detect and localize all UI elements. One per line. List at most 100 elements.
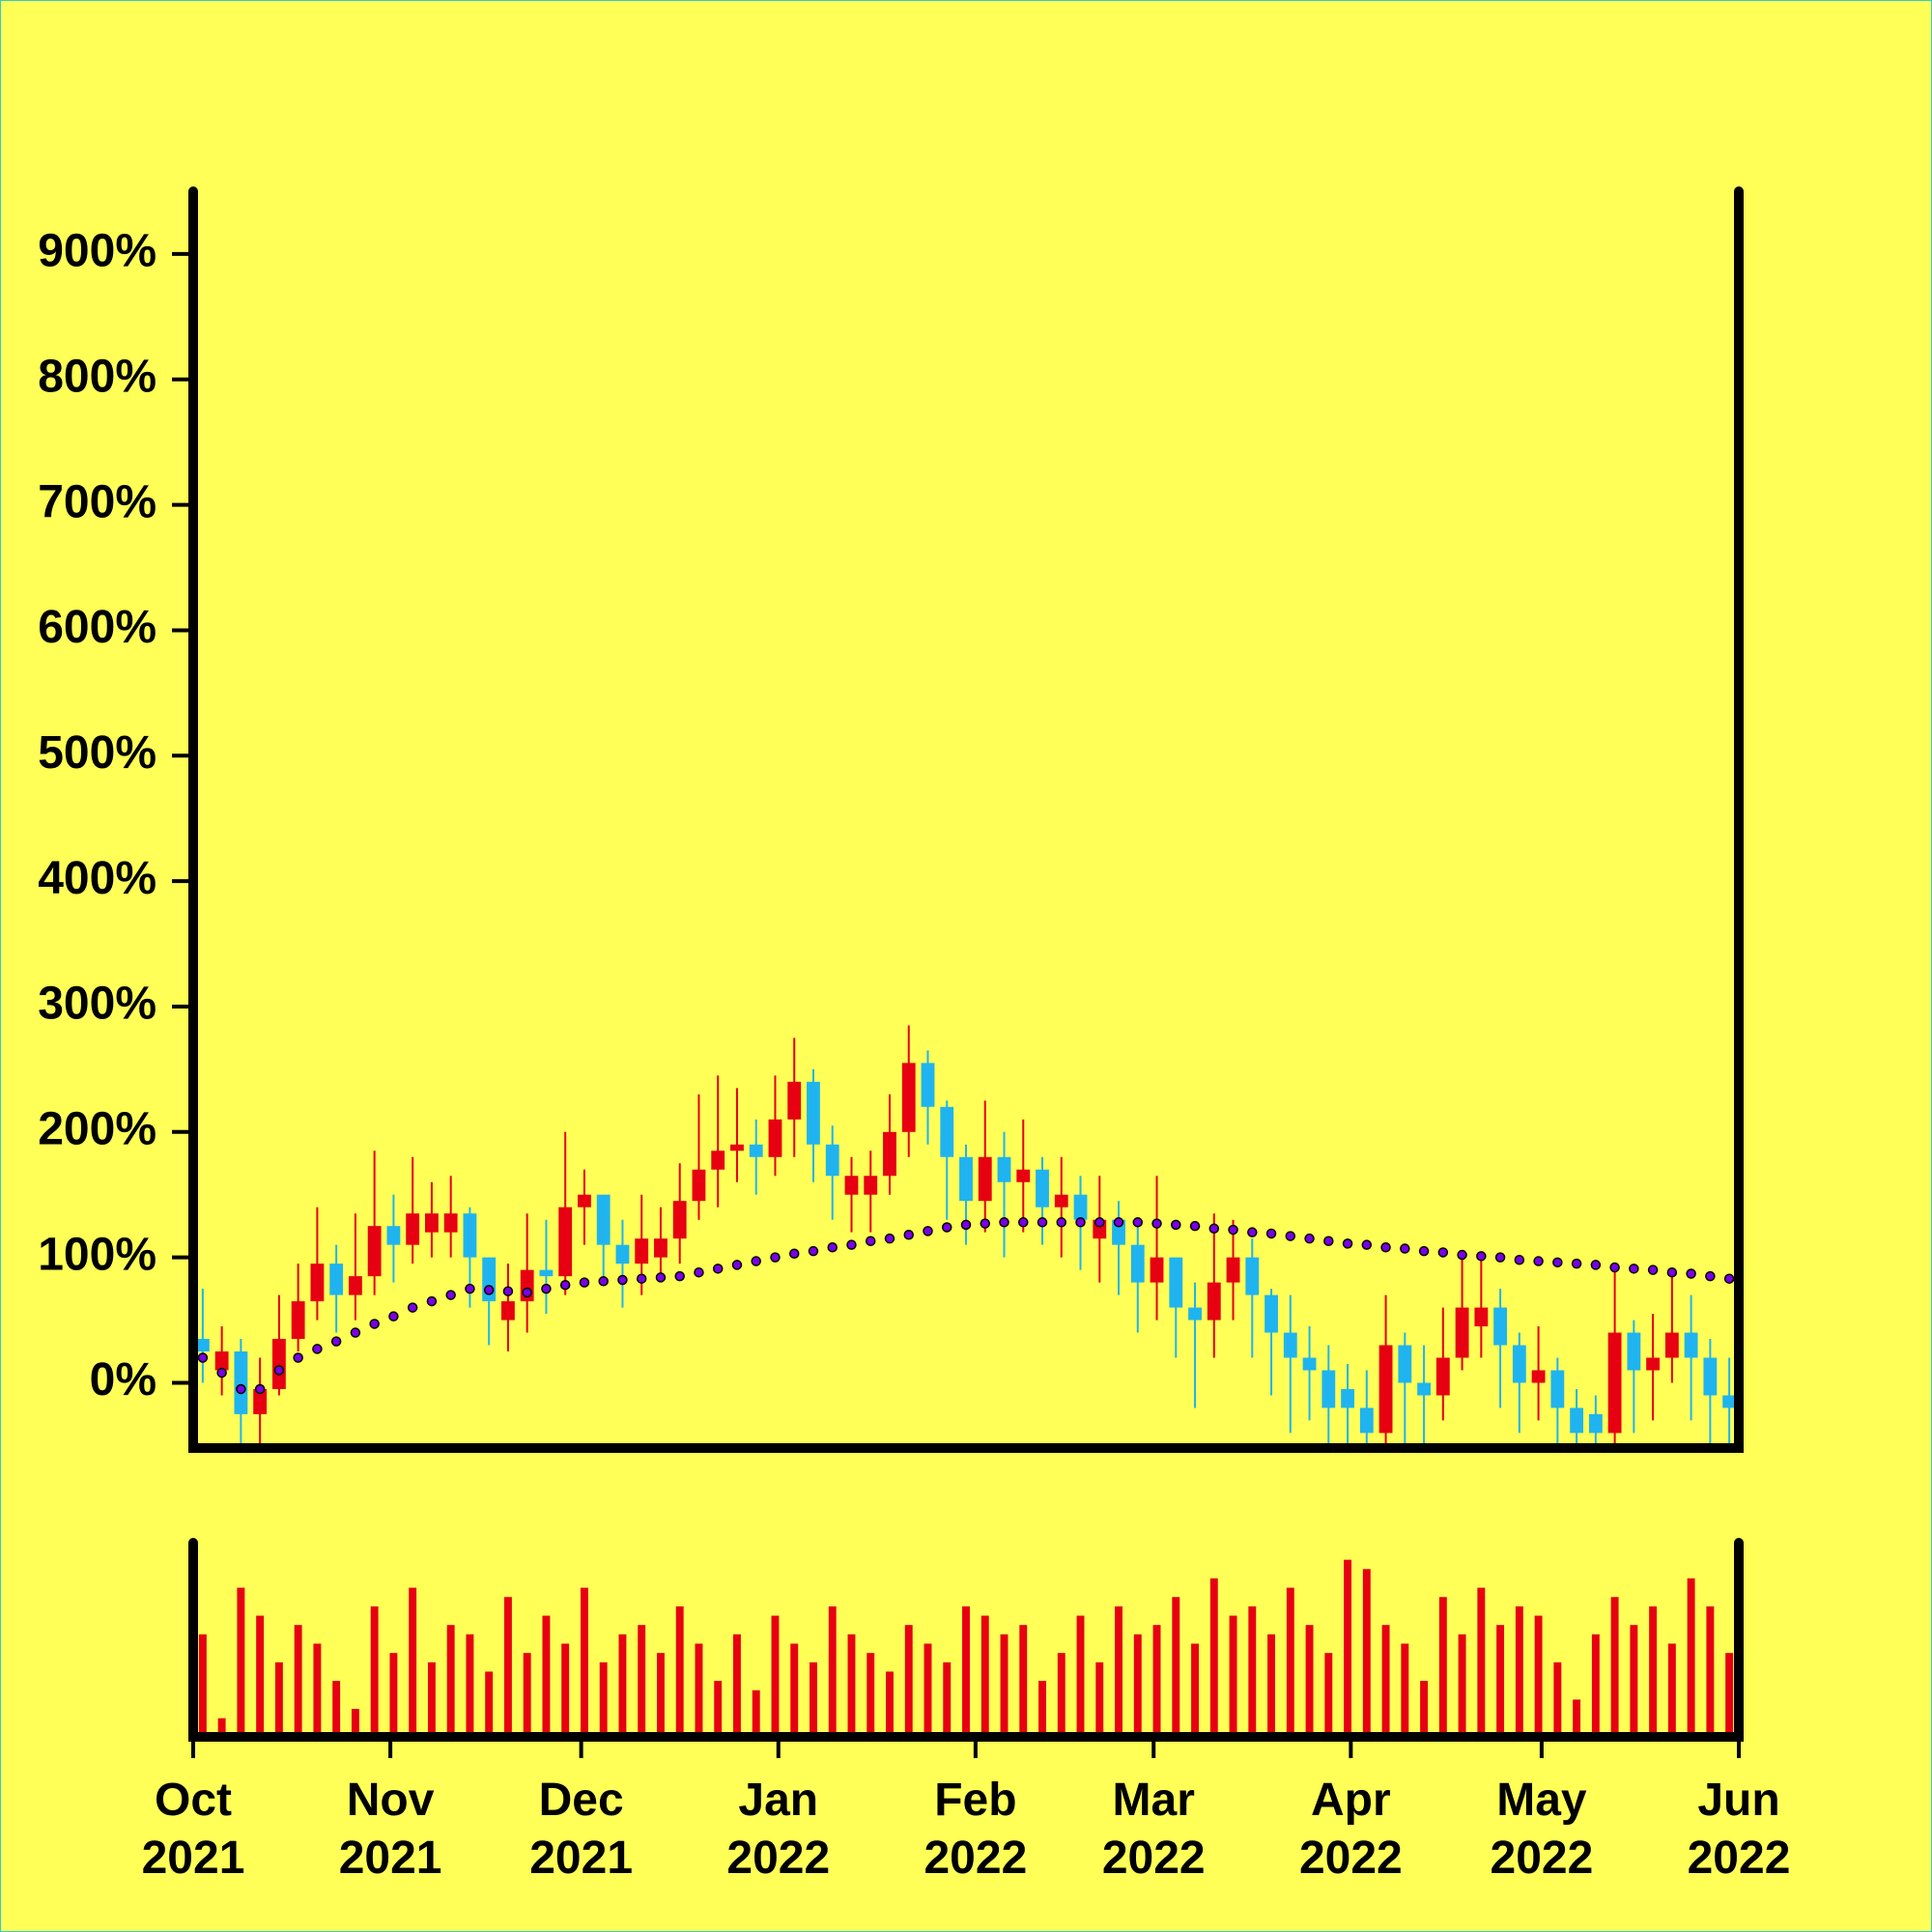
volume-bar — [580, 1587, 588, 1737]
volume-bar — [657, 1653, 665, 1737]
moving-average-dot — [999, 1217, 1009, 1228]
volume-bar — [810, 1662, 817, 1737]
moving-average-dot — [465, 1283, 475, 1294]
volume-bar — [752, 1690, 760, 1737]
axes-frame — [172, 186, 1744, 1758]
moving-average-dot — [1666, 1266, 1678, 1278]
volume-bar — [1229, 1615, 1237, 1737]
candle-body — [291, 1301, 305, 1340]
volume-bar — [1133, 1634, 1142, 1737]
volume-bar — [1496, 1625, 1505, 1737]
moving-average-dot — [1228, 1224, 1238, 1236]
moving-average-dot — [579, 1277, 590, 1288]
volume-bar — [962, 1605, 970, 1737]
x-tick-label-line: Oct — [155, 1775, 232, 1826]
volume-bar — [370, 1605, 379, 1737]
volume-bar — [523, 1653, 531, 1737]
moving-average-dot — [541, 1283, 552, 1294]
volume-bar — [294, 1625, 302, 1737]
candle-body — [1341, 1388, 1354, 1408]
candle-body — [1226, 1257, 1240, 1283]
candle-body — [1493, 1307, 1507, 1346]
moving-average-dot — [1056, 1217, 1067, 1228]
y-tick-label: 700% — [38, 476, 156, 527]
y-tick-label: 300% — [38, 979, 156, 1030]
candle-body — [1588, 1413, 1603, 1434]
candle-body — [539, 1269, 554, 1277]
moving-average-dot — [1018, 1217, 1029, 1228]
candle-body — [253, 1388, 268, 1414]
candle-body — [825, 1144, 839, 1177]
x-tick-label-line: 2022 — [1102, 1833, 1206, 1884]
y-tick-label: 400% — [38, 853, 156, 904]
volume-bar — [561, 1643, 570, 1737]
candle-body — [654, 1238, 668, 1258]
candle-body — [596, 1194, 611, 1245]
candle-body — [348, 1276, 362, 1295]
candle-body — [921, 1063, 935, 1107]
moving-average-dot — [808, 1245, 819, 1257]
volume-bar — [1115, 1605, 1122, 1737]
moving-average-dot — [388, 1311, 399, 1321]
x-tick-label-line: Nov — [347, 1775, 435, 1826]
moving-average-dot — [1514, 1254, 1525, 1265]
volume-bar — [714, 1681, 723, 1737]
x-tick-label: Apr 2022 — [1299, 1775, 1403, 1884]
candle-body — [1188, 1307, 1202, 1321]
moving-average-dot — [751, 1256, 761, 1266]
volume-bar — [1172, 1597, 1180, 1737]
volume-bar — [332, 1681, 341, 1737]
candle-body — [463, 1213, 477, 1258]
volume-bar — [675, 1605, 684, 1737]
moving-average-dot — [426, 1295, 438, 1307]
candle-body — [1550, 1370, 1565, 1408]
y-tick-label: 200% — [38, 1103, 156, 1154]
candle-body — [386, 1226, 401, 1245]
candle-body — [1531, 1370, 1546, 1383]
moving-average-dot — [636, 1273, 647, 1284]
candle-body — [672, 1201, 687, 1239]
candle-body — [195, 1339, 210, 1352]
candle-body — [1264, 1294, 1278, 1333]
moving-average-dot — [350, 1327, 361, 1338]
moving-average-dot — [770, 1252, 781, 1263]
moving-average-dot — [1285, 1231, 1296, 1241]
volume-bar — [1344, 1559, 1352, 1737]
volume-bar — [1591, 1634, 1600, 1737]
x-tick-label: Jan 2022 — [726, 1775, 830, 1884]
moving-average-dot — [1552, 1257, 1563, 1268]
volume-bar — [904, 1625, 913, 1737]
x-tick-label-line: 2022 — [1299, 1833, 1403, 1884]
candle-body — [901, 1063, 916, 1132]
moving-average-dot — [980, 1218, 991, 1229]
candle-body — [997, 1156, 1011, 1182]
volume-bar — [409, 1587, 417, 1737]
candle-body — [1054, 1194, 1068, 1208]
volume-bar — [1019, 1625, 1028, 1737]
moving-average-dot — [502, 1286, 514, 1296]
price-plot — [195, 1025, 1737, 1448]
moving-average-dot — [1494, 1252, 1506, 1263]
candle-body — [844, 1176, 859, 1195]
moving-average-dot — [522, 1287, 532, 1298]
candle-body — [1359, 1407, 1374, 1434]
volume-bar — [1401, 1643, 1409, 1737]
moving-average-dot — [903, 1230, 914, 1240]
volume-bar — [446, 1625, 455, 1737]
volume-bar — [1000, 1634, 1009, 1737]
moving-average-dot — [1075, 1217, 1086, 1228]
moving-average-dot — [1171, 1219, 1181, 1231]
x-tick-label-line: Dec — [539, 1775, 624, 1826]
candle-body — [1150, 1257, 1164, 1283]
moving-average-dot — [694, 1266, 704, 1278]
candle-body — [1417, 1382, 1431, 1396]
candle-body — [1607, 1332, 1622, 1434]
moving-average-dot — [1132, 1217, 1144, 1228]
moving-average-dot — [236, 1383, 246, 1395]
volume-bar — [886, 1671, 894, 1737]
volume-bar — [1534, 1615, 1543, 1737]
moving-average-dot — [1418, 1245, 1430, 1257]
moving-average-dot — [1686, 1268, 1696, 1279]
y-tick-label: 100% — [38, 1229, 156, 1280]
moving-average-dot — [445, 1290, 456, 1300]
